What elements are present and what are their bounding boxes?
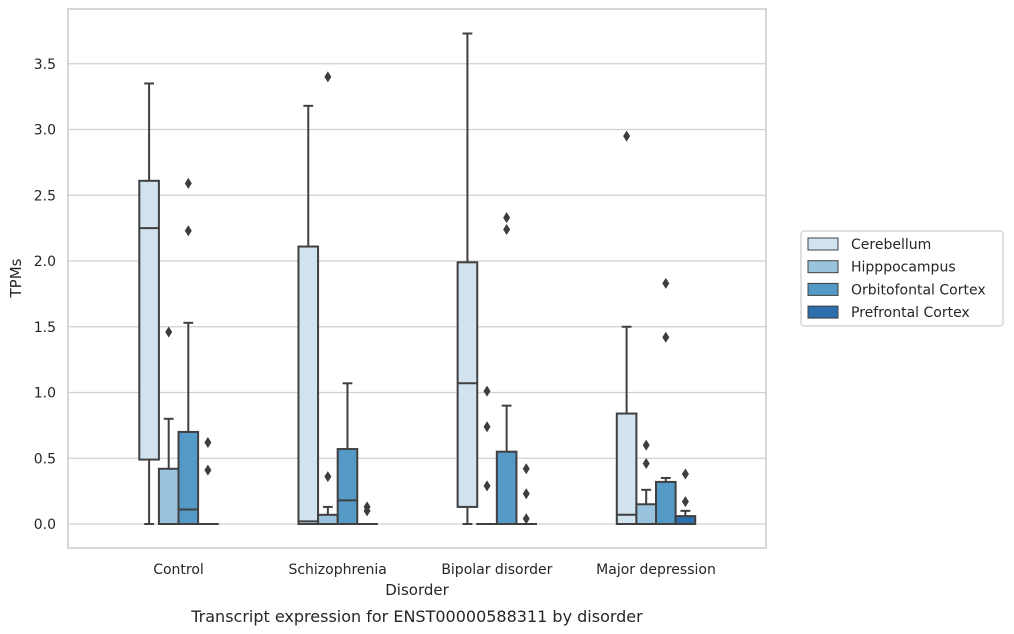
- y-tick-label: 3.5: [34, 57, 56, 73]
- legend-swatch: [807, 305, 839, 319]
- x-tick-label: Major depression: [596, 562, 716, 578]
- box-0-3: [615, 130, 638, 526]
- legend-swatch: [807, 260, 839, 274]
- y-tick-label: 0.5: [34, 451, 56, 467]
- outlier-point: [503, 212, 511, 224]
- box-3-1: [356, 501, 378, 526]
- box-0-0: [138, 82, 160, 525]
- gridlines: [68, 63, 766, 525]
- chart-caption: Transcript expression for ENST0000058831…: [190, 607, 643, 626]
- outlier-point: [522, 513, 530, 525]
- box-body: [615, 412, 638, 526]
- y-tick-label: 1.5: [34, 320, 56, 336]
- y-axis-title: TPMs: [7, 258, 25, 298]
- outlier-point: [483, 385, 491, 397]
- outlier-point: [204, 464, 212, 476]
- y-axis-ticks: 0.0 0.5 1.0 1.5 2.0 2.5 3.0 3.5: [34, 57, 56, 533]
- outlier-point: [324, 471, 332, 483]
- box-3-0: [197, 436, 219, 526]
- outlier-point: [204, 436, 212, 448]
- box-body: [635, 503, 658, 525]
- box-body: [495, 450, 518, 525]
- legend-swatch: [807, 282, 839, 296]
- y-tick-label: 2.0: [34, 254, 56, 270]
- outlier-point: [324, 71, 332, 83]
- outlier-point: [483, 480, 491, 492]
- box-1-3: [635, 439, 658, 525]
- legend-label: Cerebellum: [851, 237, 931, 253]
- y-tick-label: 1.0: [34, 386, 56, 402]
- outlier-point: [642, 439, 650, 451]
- outlier-point: [165, 326, 173, 338]
- box-2-0: [177, 177, 200, 526]
- outlier-point: [503, 223, 511, 235]
- box-body: [336, 448, 359, 526]
- box-3-2: [515, 463, 538, 526]
- plot-frame: [67, 8, 767, 549]
- legend-label: Orbitofontal Cortex: [851, 282, 986, 298]
- box-2-2: [495, 212, 518, 525]
- outlier-point: [184, 225, 192, 237]
- outlier-point: [681, 496, 689, 508]
- legend: Cerebellum Hipppocampus Orbitofontal Corte…: [800, 230, 1004, 327]
- box-0-2: [456, 32, 479, 525]
- outlier-point: [662, 277, 670, 289]
- box-body: [297, 245, 320, 525]
- box-body: [655, 480, 677, 526]
- outlier-point: [623, 130, 631, 142]
- legend-label: Prefrontal Cortex: [851, 305, 970, 321]
- box-body: [138, 179, 160, 461]
- outlier-point: [483, 421, 491, 433]
- y-tick-label: 0.0: [34, 517, 56, 533]
- legend-label: Hipppocampus: [851, 260, 956, 276]
- box-1-2: [476, 385, 498, 526]
- outlier-point: [662, 331, 670, 343]
- outlier-point: [642, 458, 650, 470]
- box-2-3: [655, 277, 677, 526]
- y-tick-label: 3.0: [34, 123, 56, 139]
- outlier-point: [522, 463, 530, 475]
- outlier-point: [681, 468, 689, 480]
- x-tick-label: Schizophrenia: [288, 562, 386, 578]
- box-body: [317, 513, 339, 525]
- legend-swatch: [807, 237, 839, 251]
- x-tick-label: Bipolar disorder: [441, 562, 552, 578]
- box-body: [177, 430, 200, 526]
- box-body: [674, 515, 697, 525]
- box-1-0: [157, 326, 180, 525]
- box-3-3: [674, 468, 697, 525]
- legend-frame: [800, 230, 1004, 327]
- outlier-point: [363, 501, 371, 513]
- outlier-point: [522, 488, 530, 500]
- box-1-1: [317, 71, 339, 525]
- box-2-1: [336, 382, 359, 526]
- y-tick-label: 2.5: [34, 188, 56, 204]
- box-body: [157, 467, 180, 525]
- outlier-point: [184, 177, 192, 189]
- x-axis-title: Disorder: [385, 581, 449, 599]
- x-tick-label: Control: [153, 562, 204, 578]
- box-0-1: [297, 104, 320, 525]
- box-body: [456, 261, 479, 508]
- x-axis-ticks: Control Schizophrenia Bipolar disorder Majo…: [153, 562, 716, 578]
- box-series: [138, 32, 697, 526]
